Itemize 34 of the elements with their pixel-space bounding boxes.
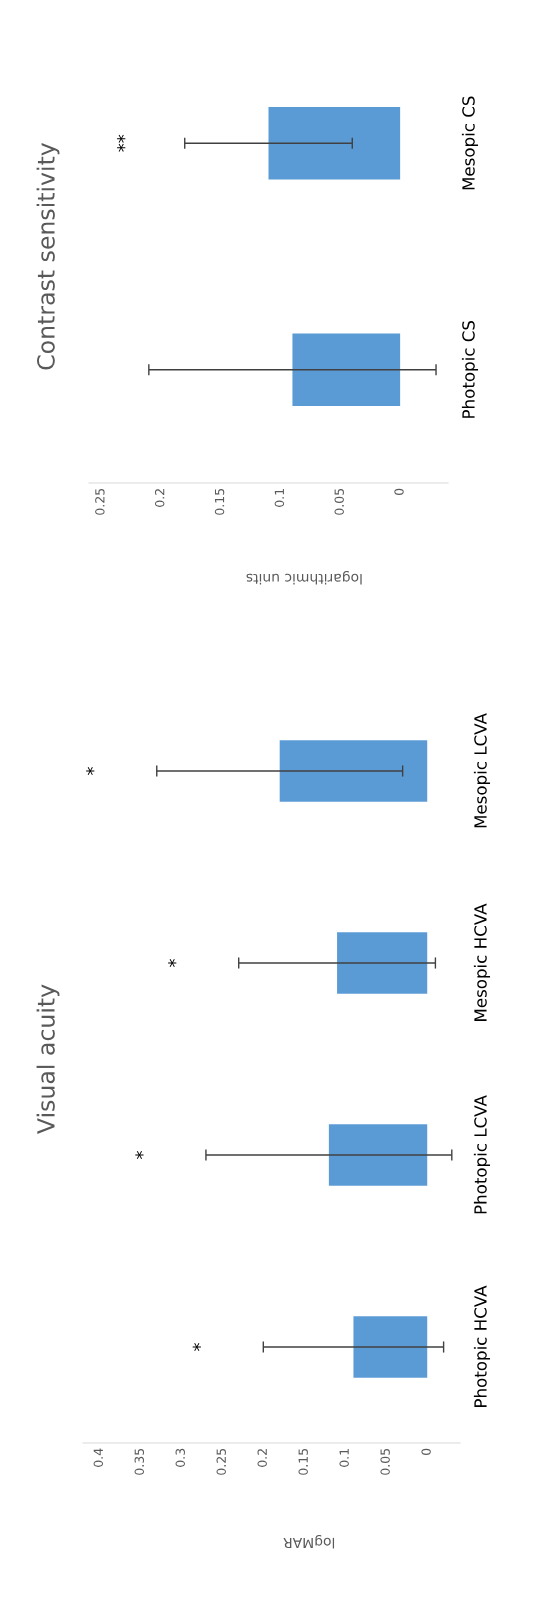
x-tick-label: 0.25 [216, 1448, 226, 1475]
x-axis-title: logMAR [283, 1535, 335, 1549]
annotation: ** [117, 134, 126, 152]
annotation: * [86, 767, 95, 775]
text: Contrast sensitivity [36, 142, 60, 370]
bar [337, 932, 428, 994]
x-tick-label: 0.3 [175, 1448, 185, 1467]
x-tick-label: 0.2 [257, 1449, 267, 1467]
x-tick-label: 0.15 [214, 488, 225, 515]
annotation: * [168, 959, 177, 967]
annotation: * [135, 1151, 144, 1159]
x-tick-label: 0.25 [95, 488, 105, 515]
y-tick-label: Mesopic CS [461, 96, 479, 190]
x-tick-label: 0.05 [334, 488, 344, 515]
y-tick-label: Mesopic HCVA [473, 903, 491, 1021]
x-tick-label: 0.4 [93, 1448, 104, 1467]
x-tick-label: 0.2 [154, 489, 165, 507]
x-tick-label: 0.1 [274, 489, 285, 507]
y-tick-label: Photopic HCVA [473, 1285, 491, 1407]
x-tick-label: 0 [394, 488, 404, 495]
y-tick-label: Photopic LCVA [473, 1095, 491, 1214]
bar [353, 1316, 428, 1378]
x-axis-title: logarithmic units [246, 571, 362, 585]
annotation: * [192, 1343, 201, 1351]
y-tick-label: Mesopic LCVA [473, 713, 491, 828]
bar [328, 1124, 428, 1186]
y-tick-label: Photopic CS [461, 320, 479, 418]
x-tick-label: 0.35 [134, 1448, 144, 1475]
x-tick-label: 0.05 [380, 1448, 390, 1475]
x-tick-label: 0.1 [339, 1449, 349, 1467]
text: Visual acuity [36, 984, 60, 1134]
bar [279, 740, 428, 802]
x-tick-label: 0 [421, 1448, 431, 1455]
x-tick-label: 0.15 [298, 1448, 308, 1475]
